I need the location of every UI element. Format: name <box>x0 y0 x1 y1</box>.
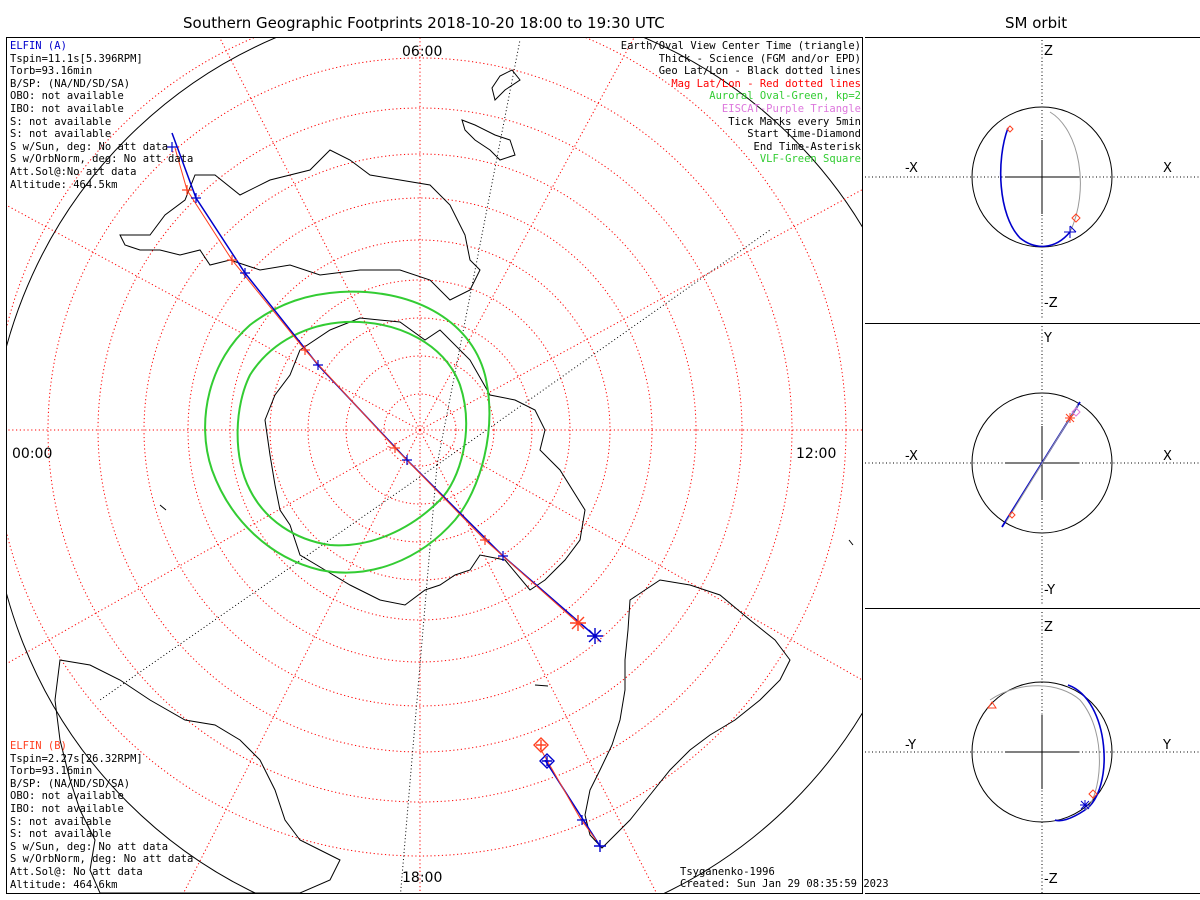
legend-item: Tick Marks every 5min <box>728 115 861 128</box>
elfin-b-line: S: not available <box>10 828 112 841</box>
legend-item: VLF-Green Square <box>759 153 861 166</box>
elfin-a-line: S: not available <box>10 115 112 128</box>
orbit-1-right-label: X <box>1163 161 1172 176</box>
orbit-3-right-label: Y <box>1163 738 1171 753</box>
legend-item: Auroral Oval-Green, kp=2 <box>709 90 861 103</box>
legend-item: End Time-Asterisk <box>753 140 861 153</box>
track-a-ticks <box>167 142 587 825</box>
coastlines <box>54 69 854 893</box>
elfin-a-line: S w/OrbNorm, deg: No att data <box>10 153 194 166</box>
elfin-b-line: B/SP: (NA/ND/SD/SA) <box>10 777 131 790</box>
start-diamond-a <box>539 753 555 769</box>
elfin-a-info: ELFIN (A) Tspin=11.1s[5.396RPM] Torb=93.… <box>10 40 193 191</box>
elfin-b-line: Torb=93.16min <box>10 765 93 778</box>
orbit-panel-3 <box>865 612 1200 893</box>
elfin-a-line: Tspin=11.1s[5.396RPM] <box>10 52 143 65</box>
orbit-3-bottom-label: -Z <box>1044 872 1058 887</box>
legend-item: EISCAT-Purple Triangle <box>721 102 861 115</box>
orbit-1-left-label: -X <box>905 161 918 176</box>
created-label: Created: Sun Jan 29 08:35:59 2023 <box>680 878 889 890</box>
map-frame <box>6 37 863 894</box>
legend-item: Mag Lat/Lon - Red dotted lines <box>671 77 861 90</box>
end-asterisk-a <box>587 628 606 852</box>
orbit-2-bottom-label: -Y <box>1044 583 1056 598</box>
elfin-b-line: S w/Sun, deg: No att data <box>10 840 169 853</box>
orbit-divider-1 <box>865 323 1200 324</box>
elfin-b-line: Altitude: 464.6km <box>10 878 118 891</box>
start-diamond-b <box>533 737 549 753</box>
legend-item: Geo Lat/Lon - Black dotted lines <box>658 65 861 78</box>
auroral-oval <box>204 290 491 574</box>
elfin-b-line: Att.Sol@: No att data <box>10 865 143 878</box>
orbit-2-right-label: X <box>1163 449 1172 464</box>
geo-lon-grid <box>99 39 771 893</box>
elfin-b-line: S: not available <box>10 815 112 828</box>
lt-label-left: 00:00 <box>12 446 53 462</box>
orbit-2-left-label: -X <box>905 449 918 464</box>
elfin-a-name: ELFIN (A) <box>10 40 67 52</box>
elfin-a-line: B/SP: (NA/ND/SD/SA) <box>10 77 131 90</box>
lt-label-top: 06:00 <box>402 44 443 60</box>
orbit-panels-frame <box>865 37 1200 894</box>
orbit-title: SM orbit <box>1005 14 1068 32</box>
track-b-ticks <box>182 185 490 545</box>
orbit-3-top-label: Z <box>1044 620 1053 635</box>
track-a <box>171 132 601 847</box>
elfin-b-line: Tspin=2.27s[26.32RPM] <box>10 752 143 765</box>
elfin-a-line: Att.Sol@:No att data <box>10 165 137 178</box>
elfin-b-line: S w/OrbNorm, deg: No att data <box>10 853 194 866</box>
map-legend: Earth/Oval View Center Time (triangle) T… <box>621 40 861 166</box>
orbit-3-left-label: -Y <box>905 738 917 753</box>
orbit-2-top-label: Y <box>1044 331 1052 346</box>
elfin-a-line: Torb=93.16min <box>10 65 93 78</box>
legend-item: Thick - Science (FGM and/or EPD) <box>658 52 861 65</box>
end-asterisk-b <box>570 615 586 631</box>
elfin-b-line: IBO: not available <box>10 802 124 815</box>
legend-item: Start Time-Diamond <box>747 128 861 141</box>
orbit-panel-2 <box>865 326 1200 605</box>
model-label: Tsyganenko-1996 <box>680 866 775 878</box>
lt-label-right: 12:00 <box>796 446 837 462</box>
elfin-a-line: OBO: not available <box>10 90 124 103</box>
elfin-b-line: OBO: not available <box>10 790 124 803</box>
elfin-b-info: ELFIN (B) Tspin=2.27s[26.32RPM] Torb=93.… <box>10 740 193 891</box>
elfin-a-line: IBO: not available <box>10 102 124 115</box>
orbit-panel-1 <box>865 40 1200 320</box>
elfin-b-name: ELFIN (B) <box>10 740 67 752</box>
orbit-1-bottom-label: -Z <box>1044 296 1058 311</box>
orbit-1-top-label: Z <box>1044 44 1053 59</box>
lt-label-bottom: 18:00 <box>402 870 443 886</box>
elfin-a-line: S w/Sun, deg: No att data <box>10 140 169 153</box>
elfin-a-line: S: not available <box>10 128 112 141</box>
legend-item: Earth/Oval View Center Time (triangle) <box>620 40 861 52</box>
orbit-divider-2 <box>865 608 1200 609</box>
elfin-a-line: Altitude: 464.5km <box>10 178 118 191</box>
mag-lon-grid <box>7 38 862 893</box>
map-title: Southern Geographic Footprints 2018-10-2… <box>183 14 665 32</box>
